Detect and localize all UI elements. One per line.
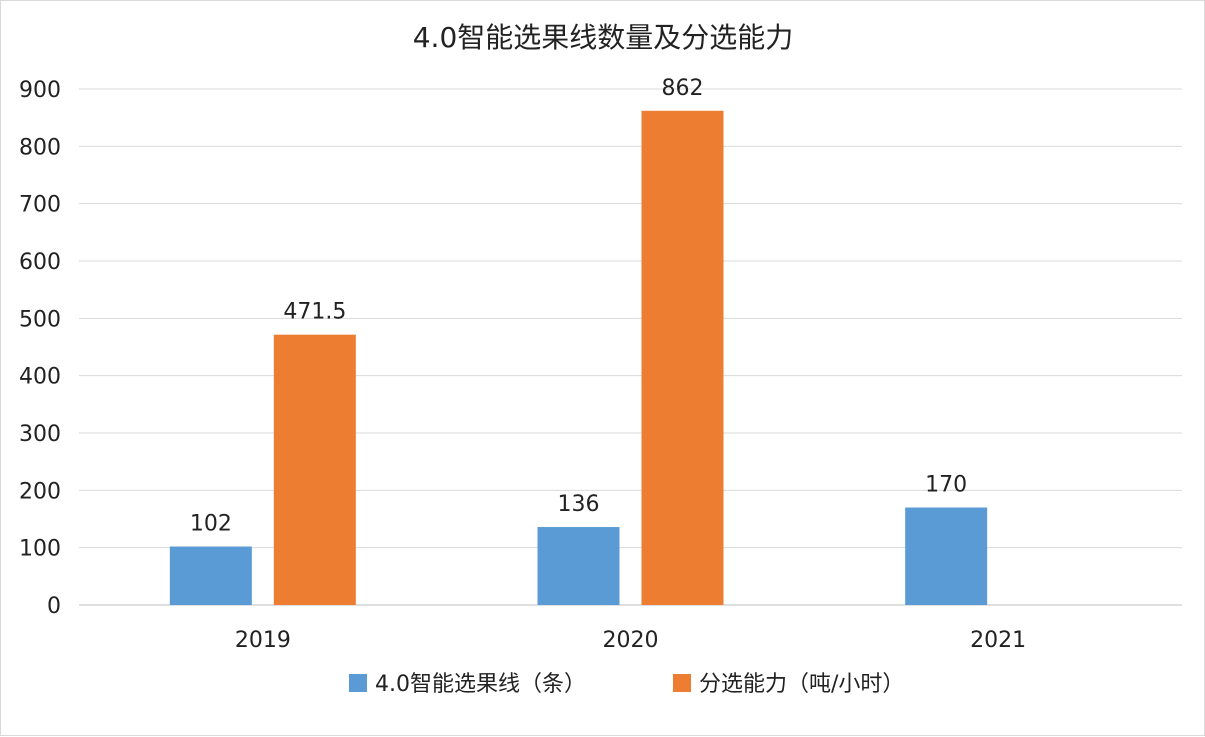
data-label: 102 (190, 512, 232, 537)
legend-label: 分选能力（吨/小时） (699, 672, 904, 697)
y-tick-label: 0 (47, 594, 61, 619)
data-label: 136 (558, 492, 600, 517)
x-tick-label: 2020 (603, 628, 659, 653)
y-tick-label: 300 (19, 422, 61, 447)
legend-swatch (673, 674, 691, 692)
chart-title: 4.0智能选果线数量及分选能力 (413, 21, 794, 54)
y-tick-label: 700 (19, 193, 61, 218)
y-tick-label: 900 (19, 78, 61, 103)
legend-swatch (349, 674, 367, 692)
bar-line-count-2021 (905, 507, 988, 605)
legend: 4.0智能选果线（条） 分选能力（吨/小时） (349, 672, 904, 697)
legend-label: 4.0智能选果线（条） (375, 672, 586, 697)
y-tick-label: 800 (19, 135, 61, 160)
bar-capacity-2020 (641, 110, 724, 605)
y-axis-ticks: 0 100 200 300 400 500 600 700 800 900 (19, 78, 61, 619)
y-tick-label: 200 (19, 479, 61, 504)
y-tick-label: 100 (19, 537, 61, 562)
bar-capacity-2019 (273, 334, 356, 605)
bar-line-count-2019 (169, 546, 252, 605)
x-axis-ticks: 2019 2020 2021 (235, 628, 1026, 653)
x-tick-label: 2019 (235, 628, 291, 653)
gridlines (79, 88, 1182, 606)
data-labels: 102 471.5 136 862 170 (190, 76, 967, 537)
data-label: 862 (662, 76, 704, 101)
bar-line-count-2020 (537, 527, 620, 605)
data-label: 471.5 (283, 300, 346, 325)
bars (169, 110, 988, 605)
x-tick-label: 2021 (970, 628, 1026, 653)
y-tick-label: 500 (19, 307, 61, 332)
data-label: 170 (925, 473, 967, 498)
y-tick-label: 600 (19, 250, 61, 275)
y-tick-label: 400 (19, 365, 61, 390)
